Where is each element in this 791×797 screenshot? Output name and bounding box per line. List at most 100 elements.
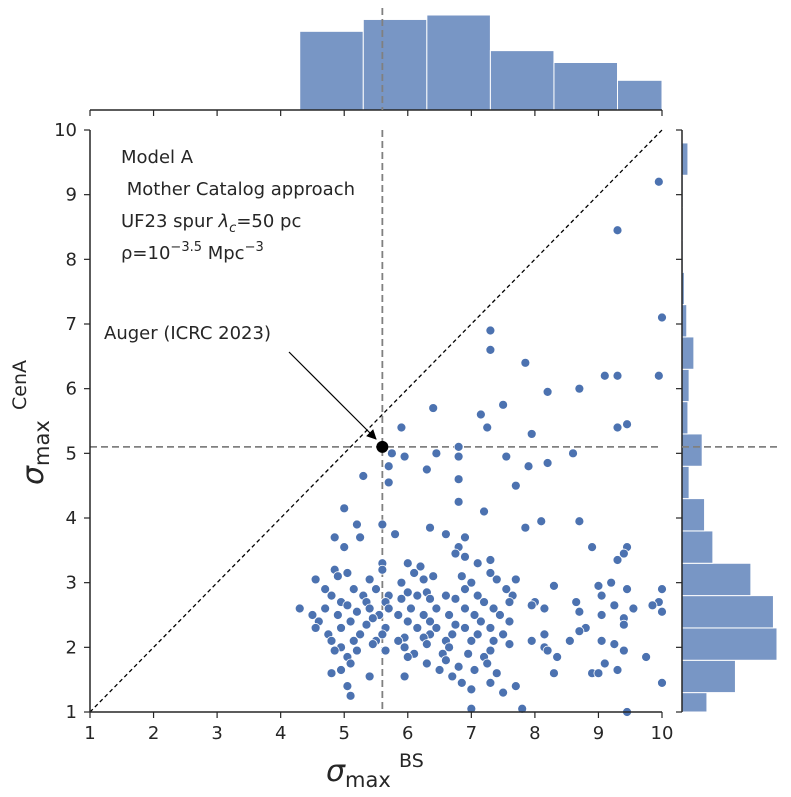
- scatter-point: [456, 571, 467, 582]
- scatter-point: [612, 370, 623, 381]
- scatter-point: [460, 623, 470, 633]
- scatter-point: [498, 399, 509, 410]
- scatter-point: [495, 610, 505, 620]
- scatter-point: [504, 639, 515, 649]
- scatter-point: [526, 429, 537, 439]
- scatter-point: [425, 616, 435, 627]
- scatter-point: [587, 542, 597, 552]
- scatter-point: [329, 645, 340, 656]
- scatter-points: [294, 176, 667, 717]
- scatter-point: [469, 610, 480, 620]
- scatter-point: [431, 623, 442, 633]
- scatter-point: [412, 590, 423, 601]
- scatter-point: [361, 619, 372, 630]
- scatter-point: [386, 448, 397, 459]
- scatter-point: [345, 690, 356, 701]
- right-hist-bar: [681, 465, 690, 500]
- scatter-point: [501, 584, 512, 595]
- right-hist-bar: [681, 368, 690, 403]
- scatter-point: [453, 451, 464, 462]
- x-tick-label: 3: [211, 723, 222, 744]
- scatter-point: [393, 610, 404, 620]
- scatter-point: [348, 584, 359, 595]
- scatter-point: [421, 639, 432, 649]
- scatter-point: [453, 496, 464, 507]
- auger-annotation: Auger (ICRC 2023): [104, 323, 389, 453]
- scatter-point: [402, 558, 413, 569]
- auger-point: [376, 440, 389, 453]
- auger-label: Auger (ICRC 2023): [104, 323, 271, 344]
- scatter-point: [320, 584, 331, 595]
- scatter-point: [485, 568, 496, 578]
- y-tick-label: 9: [66, 185, 77, 206]
- scatter-point: [485, 325, 496, 336]
- scatter-point: [326, 668, 337, 679]
- scatter-point: [485, 645, 496, 656]
- scatter-point: [418, 610, 429, 620]
- scatter-point: [609, 600, 620, 611]
- x-tick-label: 4: [275, 723, 286, 744]
- scatter-point: [428, 571, 439, 582]
- right-marginal-histogram: [676, 129, 781, 713]
- scatter-point: [421, 464, 432, 475]
- top-hist-bar: [553, 62, 619, 111]
- scatter-point: [425, 522, 435, 533]
- scatter-point: [520, 522, 531, 533]
- scatter-point: [653, 176, 664, 187]
- scatter-point: [485, 678, 496, 688]
- y-tick-label: 7: [66, 314, 77, 335]
- scatter-point: [542, 645, 553, 656]
- scatter-point: [441, 655, 451, 666]
- scatter-point: [609, 639, 620, 649]
- scatter-point: [523, 461, 534, 472]
- scatter-point: [501, 451, 512, 462]
- scatter-point: [618, 645, 629, 656]
- scatter-point: [367, 613, 378, 624]
- scatter-point: [593, 668, 604, 679]
- scatter-point: [447, 629, 458, 640]
- diagonal-line: [89, 129, 663, 713]
- scatter-point: [383, 603, 394, 614]
- scatter-point: [510, 574, 521, 585]
- scatter-point: [294, 603, 305, 614]
- scatter-point: [371, 584, 381, 595]
- x-tick-label: 7: [466, 723, 477, 744]
- top-marginal-histogram: [89, 8, 663, 116]
- right-hist-bar: [681, 433, 703, 467]
- top-hist-bar: [362, 18, 428, 111]
- scatter-point: [453, 661, 464, 672]
- scatter-point: [612, 225, 623, 236]
- right-hist-bar: [681, 498, 706, 532]
- y-tick-label: 10: [54, 120, 77, 141]
- scatter-point: [348, 635, 359, 646]
- scatter-point: [526, 635, 537, 646]
- scatter-point: [641, 652, 652, 662]
- scatter-point: [421, 658, 432, 669]
- scatter-point: [510, 480, 521, 491]
- scatter-point: [377, 519, 388, 530]
- scatter-point: [526, 600, 537, 611]
- right-hist-bar: [681, 401, 689, 435]
- scatter-point: [657, 678, 667, 688]
- right-hist-bar: [681, 595, 774, 629]
- scatter-point: [450, 548, 461, 559]
- annotation-density: ρ=10−3.5 Mpc−3: [121, 240, 264, 264]
- top-hist-bar: [299, 30, 364, 111]
- scatter-point: [504, 616, 515, 627]
- scatter-point: [574, 383, 585, 394]
- scatter-point: [412, 623, 423, 633]
- auger-arrow: [288, 351, 377, 440]
- scatter-point: [355, 629, 366, 640]
- scatter-point: [326, 590, 337, 601]
- scatter-point: [364, 574, 375, 585]
- scatter-point: [485, 555, 496, 565]
- scatter-point: [336, 665, 346, 675]
- scatter-point: [393, 635, 404, 646]
- scatter-point: [320, 603, 331, 614]
- scatter-point: [612, 665, 623, 675]
- scatter-point: [498, 687, 509, 698]
- y-tick-label: 4: [66, 508, 77, 529]
- scatter-point: [549, 581, 559, 591]
- scatter-point: [409, 568, 420, 578]
- y-tick-label: 2: [66, 637, 77, 658]
